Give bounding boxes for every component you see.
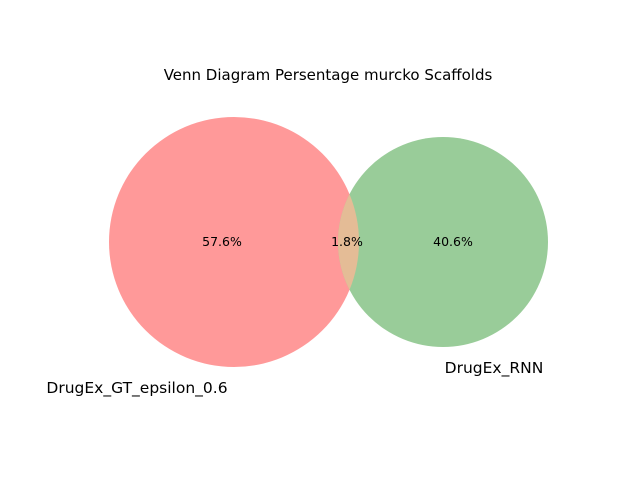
set-label-b: DrugEx_RNN — [445, 359, 544, 378]
venn-circle-a — [109, 117, 359, 367]
set-label-a: DrugEx_GT_epsilon_0.6 — [46, 379, 227, 398]
region-label-only-a: 57.6% — [202, 234, 242, 249]
region-label-only-b: 40.6% — [433, 234, 473, 249]
venn-circle-b — [338, 137, 548, 347]
chart-title: Venn Diagram Persentage murcko Scaffolds — [164, 66, 493, 84]
region-label-overlap: 1.8% — [331, 234, 363, 249]
